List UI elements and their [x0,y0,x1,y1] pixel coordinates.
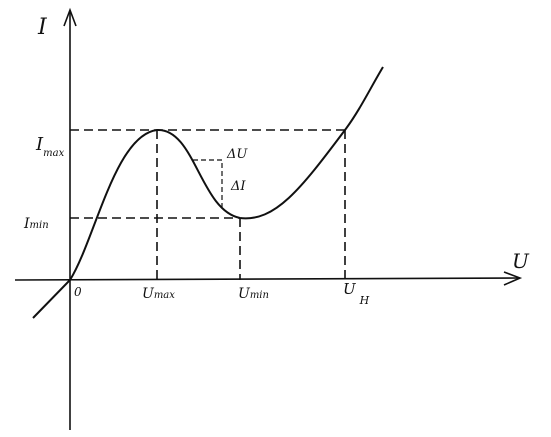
delta-box [193,159,223,210]
delta-u-label: ΔU [226,147,248,162]
x-arrow [503,271,523,286]
y-arrow [63,7,77,27]
uh-label: UH [343,280,370,307]
delta-i-label: ΔI [230,179,246,194]
iv-curve [32,66,384,319]
x-axis [14,277,519,281]
imin-label: Imin [23,216,49,232]
y-axis-label: I [37,15,48,40]
x-axis-label: U [512,249,530,273]
umin-label: Umin [238,286,269,302]
umax-label: Umax [142,286,175,302]
imax-label: Imax [35,134,65,159]
origin-label: 0 [74,285,82,299]
